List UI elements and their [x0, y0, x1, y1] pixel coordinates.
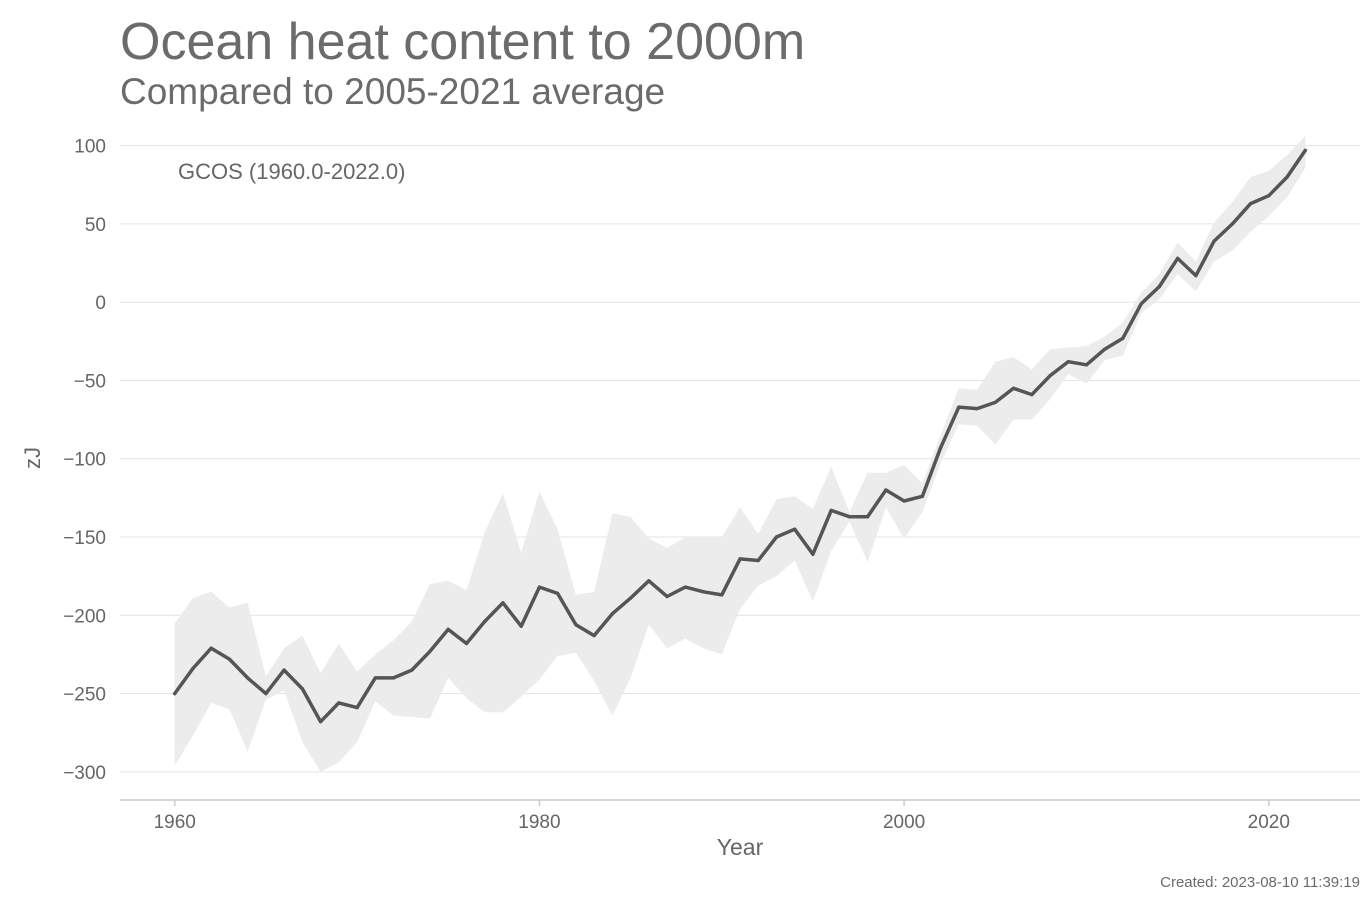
data-point	[1066, 360, 1070, 364]
data-point	[246, 676, 250, 680]
data-point	[683, 585, 687, 589]
data-point	[391, 676, 396, 680]
data-point	[1194, 274, 1198, 278]
data-point	[975, 407, 979, 411]
data-point	[1121, 336, 1125, 340]
y-tick-label: 50	[85, 215, 106, 236]
y-tick-label: −300	[63, 763, 106, 784]
data-point	[629, 596, 633, 600]
data-point	[1011, 386, 1016, 390]
data-point	[902, 499, 906, 503]
data-point	[1030, 393, 1034, 397]
data-point	[939, 446, 943, 450]
x-tick-label: 2020	[1248, 812, 1290, 833]
data-point	[592, 634, 596, 638]
data-point	[1084, 363, 1089, 367]
data-point	[319, 720, 323, 724]
data-point	[847, 515, 852, 519]
data-point	[993, 400, 997, 404]
data-point	[574, 623, 578, 627]
x-axis-label: Year	[717, 834, 764, 860]
data-point	[829, 508, 833, 512]
y-tick-label: 100	[74, 137, 106, 158]
data-point	[811, 552, 815, 556]
uncertainty-band-group	[174, 136, 1306, 772]
data-point	[191, 666, 195, 671]
data-point	[774, 535, 779, 539]
data-point	[610, 612, 615, 616]
series-line	[172, 148, 1308, 724]
data-point	[1048, 374, 1052, 378]
data-point	[373, 676, 377, 680]
data-point	[1249, 202, 1253, 206]
y-tick-label: −100	[63, 450, 106, 471]
axes: 100 50 0 −50 −100 −150 −200 −250 −300 1960 1980 200…	[63, 137, 1360, 833]
created-timestamp: Created: 2023-08-10 11:39:19	[1160, 874, 1360, 891]
data-point	[173, 692, 177, 696]
data-point	[410, 668, 414, 672]
series-line-group	[172, 148, 1308, 724]
data-point	[355, 706, 359, 710]
data-point	[537, 585, 542, 589]
data-point	[756, 558, 760, 563]
data-point	[300, 687, 304, 691]
data-point	[1303, 148, 1307, 152]
y-tick-label: −250	[63, 685, 106, 706]
data-point	[920, 494, 925, 498]
data-point	[647, 579, 651, 583]
data-point	[1230, 222, 1234, 226]
data-point	[519, 624, 523, 628]
data-point	[1285, 175, 1289, 179]
data-point	[227, 657, 231, 661]
data-point	[720, 593, 724, 597]
data-point	[1176, 256, 1180, 260]
y-tick-label: −50	[74, 371, 106, 392]
chart-title: Ocean heat content to 2000m	[120, 13, 806, 71]
data-point	[264, 692, 268, 696]
data-point	[428, 649, 432, 653]
data-point	[337, 701, 341, 705]
data-point	[665, 594, 669, 599]
data-point	[957, 405, 961, 409]
uncertainty-band	[174, 136, 1306, 772]
data-point	[738, 557, 742, 561]
data-point	[1139, 302, 1143, 306]
x-tick-label: 2000	[883, 812, 925, 833]
y-tick-label: −150	[63, 528, 106, 549]
data-point	[701, 590, 706, 594]
y-axis-label: zJ	[20, 447, 45, 469]
data-point	[501, 601, 505, 605]
data-point	[793, 527, 797, 531]
data-point	[1212, 239, 1216, 243]
chart-annotation: GCOS (1960.0-2022.0)	[178, 159, 405, 184]
data-point	[1267, 194, 1271, 198]
data-point	[556, 591, 560, 596]
data-point	[209, 646, 213, 650]
data-point	[282, 668, 286, 672]
y-tick-label: 0	[95, 293, 106, 314]
chart-subtitle: Compared to 2005-2021 average	[120, 71, 666, 112]
data-point	[446, 627, 450, 632]
data-point	[1103, 347, 1107, 351]
x-tick-label: 1980	[518, 812, 560, 833]
data-point	[866, 515, 870, 519]
y-tick-label: −200	[63, 606, 106, 627]
data-point	[483, 619, 487, 624]
data-point	[464, 641, 469, 646]
data-point	[884, 488, 888, 492]
data-point	[1157, 284, 1161, 289]
x-tick-label: 1960	[154, 812, 196, 833]
